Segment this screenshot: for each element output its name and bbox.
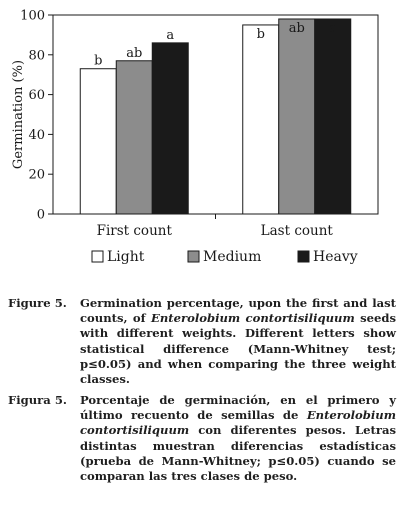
y-tick-label: 80 <box>28 48 45 63</box>
bar-medium <box>278 18 316 215</box>
significance-letter: a <box>166 28 174 43</box>
legend-swatch-medium <box>187 250 200 263</box>
caption-spanish: Figura 5. Porcentaje de germinación, en … <box>8 393 396 484</box>
caption-text-part: Germination percentage, upon the first a… <box>80 296 396 326</box>
caption-label: Figura 5. <box>8 393 67 407</box>
bar-light <box>242 24 280 215</box>
caption-text: Porcentaje de germinación, en el primero… <box>80 393 396 484</box>
y-axis-label: Germination (%) <box>11 60 26 169</box>
chart-legend: Light Medium Heavy <box>91 249 358 265</box>
y-tick-label: 0 <box>37 208 45 223</box>
caption-text-part: con diferentes pesos. Letras distintas m… <box>80 423 396 484</box>
legend-label: Heavy <box>313 249 358 265</box>
significance-letter: ab <box>126 46 142 61</box>
significance-letter: b <box>257 27 265 42</box>
species-name: Enterolobium contortisiliquum <box>80 408 396 438</box>
x-category-label: Last count <box>261 223 334 239</box>
x-category-label: First count <box>97 223 173 239</box>
legend-swatch-light <box>91 250 104 263</box>
bar-heavy <box>151 42 189 215</box>
germination-bar-chart: 0 20 40 60 80 100 Germination (%) First count La… <box>11 9 379 265</box>
legend-label: Medium <box>203 249 261 265</box>
species-name: Enterolobium contortisiliquum <box>151 311 355 326</box>
y-tick-label: 60 <box>28 88 45 103</box>
y-tick-label: 20 <box>28 168 45 183</box>
caption-text-part: Porcentaje de germinación, en el primero… <box>80 393 396 423</box>
caption-english: Figure 5. Germination percentage, upon t… <box>8 296 396 387</box>
caption-text: Germination percentage, upon the first a… <box>80 296 396 387</box>
caption-label: Figure 5. <box>8 296 67 310</box>
bar-heavy <box>314 18 352 215</box>
caption-text-part: seeds with different weights. Different … <box>80 311 396 387</box>
significance-letter: a <box>329 21 337 36</box>
y-tick-label: 100 <box>20 9 45 24</box>
bar-light <box>79 68 117 215</box>
legend-label: Light <box>107 249 145 265</box>
chart-axes: 0 20 40 60 80 100 Germination (%) First count La… <box>11 9 379 239</box>
y-tick-label: 40 <box>28 128 45 143</box>
significance-letter: b <box>94 54 102 69</box>
legend-swatch-heavy <box>297 250 310 263</box>
significance-letter: ab <box>289 21 305 36</box>
bar-medium <box>115 60 153 215</box>
